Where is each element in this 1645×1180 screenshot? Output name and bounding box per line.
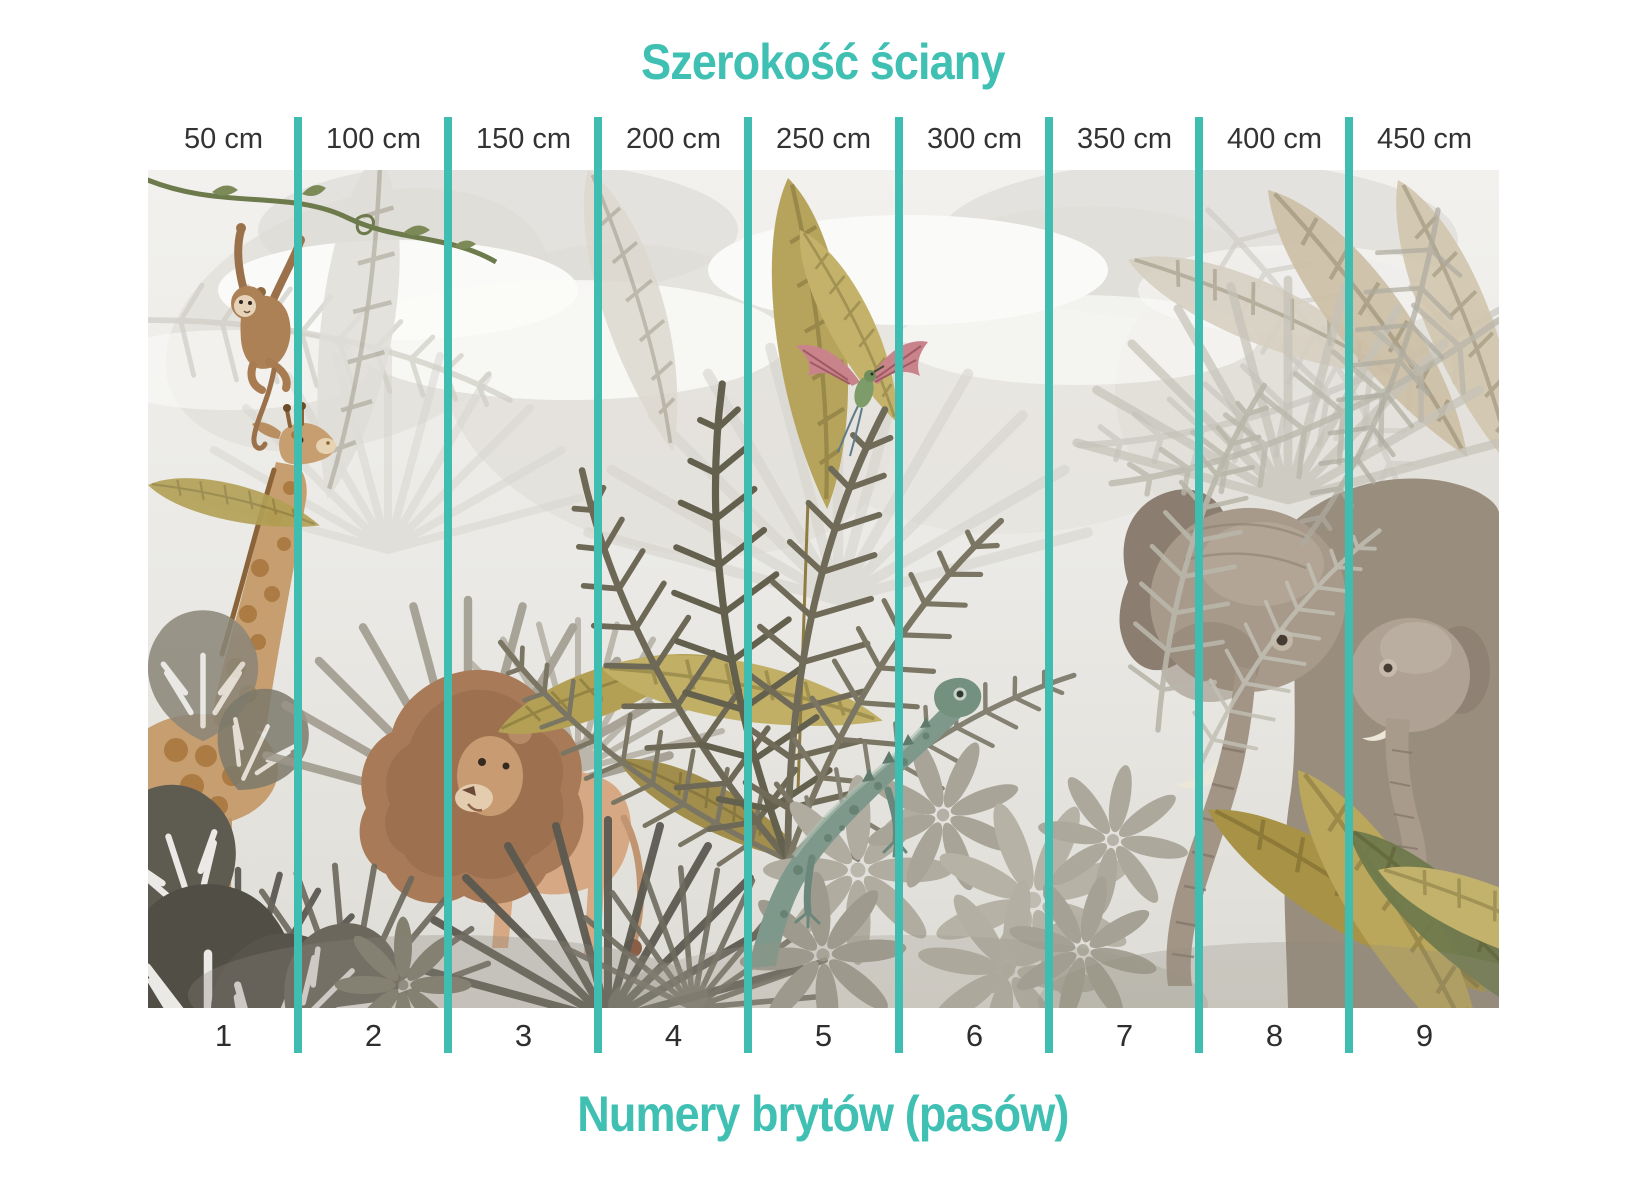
page-title-text: Szerokość ściany <box>640 34 1005 90</box>
strip-divider-line <box>594 117 602 1053</box>
strips-caption-text: Numery brytów (pasów) <box>576 1086 1069 1142</box>
strip-divider-line <box>444 117 452 1053</box>
iguana-mottling <box>780 732 930 918</box>
strip-number: 5 <box>814 1018 833 1053</box>
strip-divider-line <box>744 117 752 1053</box>
width-label: 300 cm <box>926 123 1023 155</box>
strip-number: 9 <box>1415 1018 1434 1053</box>
strip-divider-line <box>1045 117 1053 1053</box>
width-label: 200 cm <box>625 123 722 155</box>
wallpaper-mural-preview <box>148 170 1499 1008</box>
width-label: 150 cm <box>475 123 572 155</box>
width-label: 350 cm <box>1076 123 1173 155</box>
width-label: 250 cm <box>775 123 872 155</box>
width-label: 450 cm <box>1376 123 1473 155</box>
strip-number: 3 <box>514 1018 533 1053</box>
strip-number: 4 <box>664 1018 683 1053</box>
strip-number: 8 <box>1265 1018 1284 1053</box>
vine-leaves <box>212 185 476 250</box>
width-label: 400 cm <box>1226 123 1323 155</box>
strips-caption: Numery brytów (pasów) <box>0 1084 1645 1144</box>
strip-number: 6 <box>965 1018 984 1053</box>
iguana-illustration <box>748 677 982 968</box>
strip-divider-line <box>1345 117 1353 1053</box>
baby-elephant-head <box>1350 618 1490 892</box>
width-label: 50 cm <box>184 123 263 155</box>
page-title: Szerokość ściany <box>0 34 1645 90</box>
strip-divider-line <box>895 117 903 1053</box>
width-label: 100 cm <box>325 123 422 155</box>
strip-divider-line <box>1195 117 1203 1053</box>
strip-number: 1 <box>214 1018 233 1053</box>
strip-divider-line <box>294 117 302 1053</box>
strip-number: 7 <box>1115 1018 1134 1053</box>
strip-number: 2 <box>364 1018 383 1053</box>
foreground-shadows <box>188 935 1499 1008</box>
